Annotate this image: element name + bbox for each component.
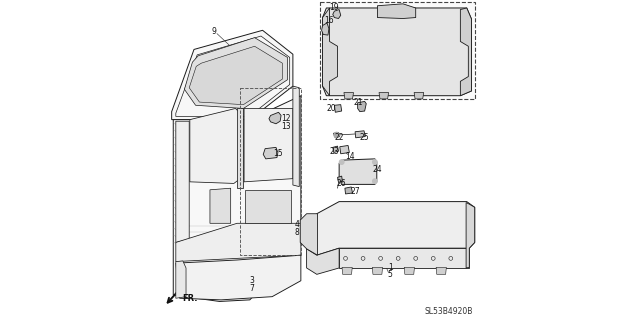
Polygon shape [339, 248, 469, 268]
Polygon shape [344, 93, 353, 99]
Polygon shape [339, 159, 377, 184]
Polygon shape [372, 267, 383, 274]
Text: 22: 22 [334, 133, 344, 142]
Polygon shape [333, 10, 340, 19]
Polygon shape [237, 108, 243, 188]
Polygon shape [342, 267, 352, 274]
Text: 23: 23 [330, 147, 339, 156]
Polygon shape [173, 96, 301, 301]
Circle shape [334, 132, 339, 137]
Circle shape [339, 160, 344, 164]
Polygon shape [345, 187, 353, 194]
Polygon shape [340, 145, 349, 154]
Polygon shape [300, 214, 317, 255]
Polygon shape [334, 105, 342, 112]
Text: 24: 24 [372, 165, 382, 174]
Text: 12: 12 [281, 114, 291, 122]
Text: 7: 7 [249, 284, 254, 293]
Polygon shape [320, 2, 475, 99]
Text: 19: 19 [330, 3, 339, 11]
Polygon shape [176, 223, 301, 262]
Text: FR.: FR. [182, 294, 198, 303]
Polygon shape [466, 203, 475, 268]
Text: 3: 3 [249, 276, 254, 285]
Circle shape [339, 179, 344, 183]
Polygon shape [189, 46, 282, 105]
Polygon shape [333, 132, 340, 138]
Polygon shape [307, 202, 475, 255]
Polygon shape [176, 121, 189, 242]
Text: 8: 8 [294, 228, 300, 237]
Polygon shape [358, 101, 366, 112]
Polygon shape [378, 4, 416, 19]
Text: SL53B4920B: SL53B4920B [425, 307, 473, 315]
Polygon shape [210, 188, 230, 223]
Polygon shape [321, 23, 329, 35]
Polygon shape [323, 8, 337, 96]
Polygon shape [307, 248, 339, 274]
Text: 21: 21 [353, 98, 363, 107]
Text: 9: 9 [212, 27, 216, 36]
Text: 20: 20 [327, 104, 337, 113]
Polygon shape [333, 146, 339, 152]
Polygon shape [337, 176, 342, 182]
Polygon shape [184, 38, 287, 108]
Polygon shape [460, 8, 472, 96]
Text: 27: 27 [350, 187, 360, 196]
Polygon shape [404, 267, 415, 274]
Polygon shape [263, 147, 278, 159]
Text: 13: 13 [281, 122, 291, 131]
Text: 16: 16 [324, 16, 333, 25]
Polygon shape [355, 131, 365, 138]
Polygon shape [176, 261, 186, 298]
Polygon shape [269, 112, 281, 124]
Text: 5: 5 [388, 271, 392, 279]
Polygon shape [245, 190, 291, 223]
Polygon shape [190, 108, 240, 183]
Polygon shape [414, 93, 424, 99]
Polygon shape [293, 86, 300, 187]
Text: 14: 14 [346, 152, 355, 161]
Text: 4: 4 [294, 220, 300, 229]
Text: 25: 25 [360, 133, 369, 142]
Polygon shape [379, 93, 388, 99]
Polygon shape [172, 30, 293, 120]
Text: 1: 1 [388, 263, 392, 272]
Circle shape [372, 160, 377, 164]
Circle shape [372, 179, 377, 183]
Polygon shape [244, 108, 293, 182]
Text: 26: 26 [337, 179, 346, 188]
Polygon shape [323, 8, 472, 96]
Polygon shape [176, 255, 301, 300]
Polygon shape [436, 267, 446, 274]
Text: 15: 15 [273, 149, 283, 158]
